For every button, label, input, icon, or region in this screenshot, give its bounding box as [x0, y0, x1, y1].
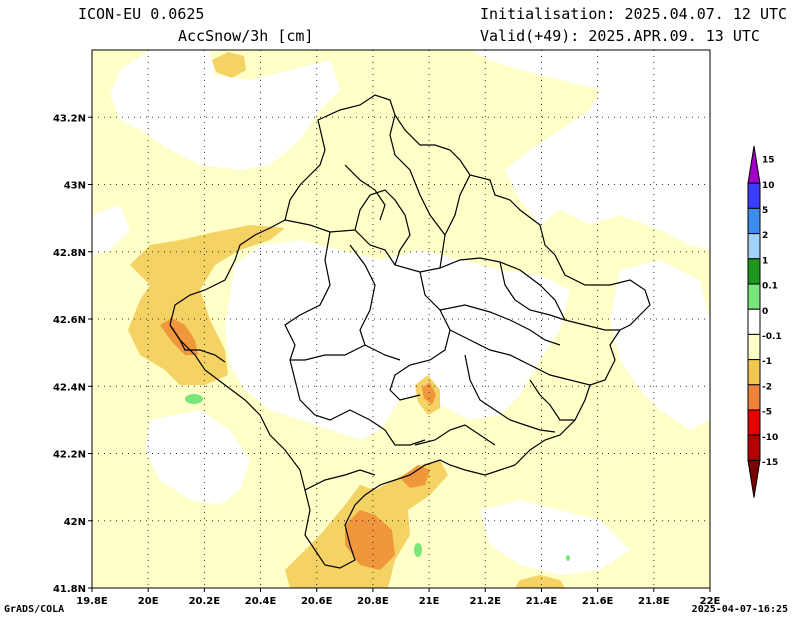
internal-border-16 — [169, 324, 226, 363]
colorbar-label: 0 — [762, 307, 768, 317]
y-tick-label: 43N — [64, 181, 86, 192]
white-area-southwest — [145, 410, 250, 505]
internal-border-7 — [439, 174, 471, 269]
colorbar-swatch — [747, 182, 761, 209]
colorbar-arrow-bottom — [747, 459, 761, 498]
x-tick-label: 20.2E — [189, 596, 221, 607]
y-tick-label: 42.8N — [53, 248, 86, 259]
grid — [92, 50, 710, 588]
y-tick-label: 42.4N — [53, 382, 86, 393]
x-tick-label: 20E — [138, 596, 159, 607]
colorbar-swatch — [747, 283, 761, 310]
borders — [169, 94, 651, 569]
precip-fields — [92, 50, 710, 588]
initialisation-time: Initialisation: 2025.04.07. 12 UTC — [480, 5, 788, 23]
valid-time: Valid(+49): 2025.APR.09. 13 UTC — [480, 27, 760, 45]
y-tick-label: 42N — [64, 517, 86, 528]
outer-border — [169, 94, 651, 569]
footer-timestamp: 2025-04-07-16:25 — [691, 604, 788, 615]
internal-border-9 — [354, 189, 411, 266]
colorbar-swatch — [747, 233, 761, 260]
model-title: ICON-EU 0.0625 — [78, 5, 205, 23]
y-tick-label: 41.8N — [53, 584, 86, 595]
colorbar-label: 5 — [762, 206, 768, 216]
x-tick-label: 20.6E — [301, 596, 333, 607]
internal-border-4 — [290, 344, 401, 361]
x-tick-label: 21E — [419, 596, 440, 607]
white-area-west — [92, 205, 130, 255]
white-area-south — [480, 500, 630, 575]
internal-border-5 — [349, 244, 376, 346]
white-area-east — [610, 260, 710, 430]
colorbar-label: -15 — [762, 458, 778, 468]
internal-border-2 — [284, 231, 331, 361]
colorbar-swatch — [747, 333, 761, 361]
colorbar-label: -0.1 — [762, 332, 782, 342]
orange-area-west — [160, 318, 198, 355]
y-tick-label: 42.6N — [53, 315, 86, 326]
colorbar-swatch — [747, 308, 761, 335]
footer-credit: GrADS/COLA — [4, 604, 65, 615]
colorbar-swatch — [747, 359, 761, 386]
colorbar-swatch — [747, 207, 761, 235]
colorbar-label: 15 — [762, 156, 775, 166]
colorbar-label: -10 — [762, 433, 778, 443]
yellow-area-west — [128, 225, 285, 385]
x-tick-label: 21.4E — [526, 596, 558, 607]
x-tick-label: 20.4E — [245, 596, 277, 607]
green-spot-southeast — [566, 555, 570, 561]
orange-area-central — [422, 382, 436, 405]
orange-area-south — [345, 465, 430, 570]
internal-border-18 — [529, 379, 575, 421]
internal-border-8 — [389, 114, 446, 236]
internal-border-14 — [344, 164, 386, 221]
colorbar-swatch — [747, 384, 761, 411]
colorbar-label: 2 — [762, 231, 768, 241]
internal-border-11 — [449, 329, 591, 386]
green-spot-south — [414, 543, 422, 557]
variable-title: AccSnow/3h [cm] — [178, 27, 314, 45]
y-tick-label: 43.2N — [53, 113, 86, 124]
x-tick-label: 20.8E — [357, 596, 389, 607]
colorbar-swatch — [747, 409, 761, 436]
colorbar-swatch — [747, 258, 761, 285]
internal-border-12 — [499, 261, 620, 331]
internal-border-17 — [414, 424, 496, 446]
colorbar-label: -1 — [762, 357, 772, 367]
yellow-area-southeast — [515, 575, 565, 588]
green-spot-west — [185, 394, 203, 404]
white-area-northwest — [110, 50, 340, 170]
internal-border-3 — [389, 271, 451, 401]
internal-border-13 — [464, 354, 556, 433]
colorbar-label: -5 — [762, 408, 772, 418]
white-area-north — [470, 50, 710, 250]
colorbar-label: 0.1 — [762, 282, 778, 292]
internal-border-1 — [284, 219, 566, 321]
x-tick-label: 21.2E — [470, 596, 502, 607]
x-tick-label: 21.8E — [638, 596, 670, 607]
y-tick-label: 42.2N — [53, 450, 86, 461]
white-area-central — [225, 240, 570, 440]
colorbar-arrow-top — [747, 145, 761, 184]
internal-border-6 — [439, 304, 561, 346]
yellow-area-north — [212, 52, 246, 78]
internal-border-15 — [304, 469, 376, 491]
x-tick-label: 19.8E — [76, 596, 108, 607]
x-tick-label: 21.6E — [582, 596, 614, 607]
colorbar-label: 10 — [762, 181, 775, 191]
colorbar-swatch — [747, 434, 761, 461]
colorbar: 15 10 5 2 1 0.1 0 -0.1 -1 -2 -5 -10 -15 — [747, 145, 782, 498]
axis-labels: 19.8E 20E 20.2E 20.4E 20.6E 20.8E 21E 21.2E 21.4… — [53, 113, 721, 607]
x-tick-label: 22E — [700, 596, 721, 607]
colorbar-label: -2 — [762, 382, 772, 392]
colorbar-label: 1 — [762, 256, 768, 266]
internal-border-10 — [289, 359, 426, 446]
